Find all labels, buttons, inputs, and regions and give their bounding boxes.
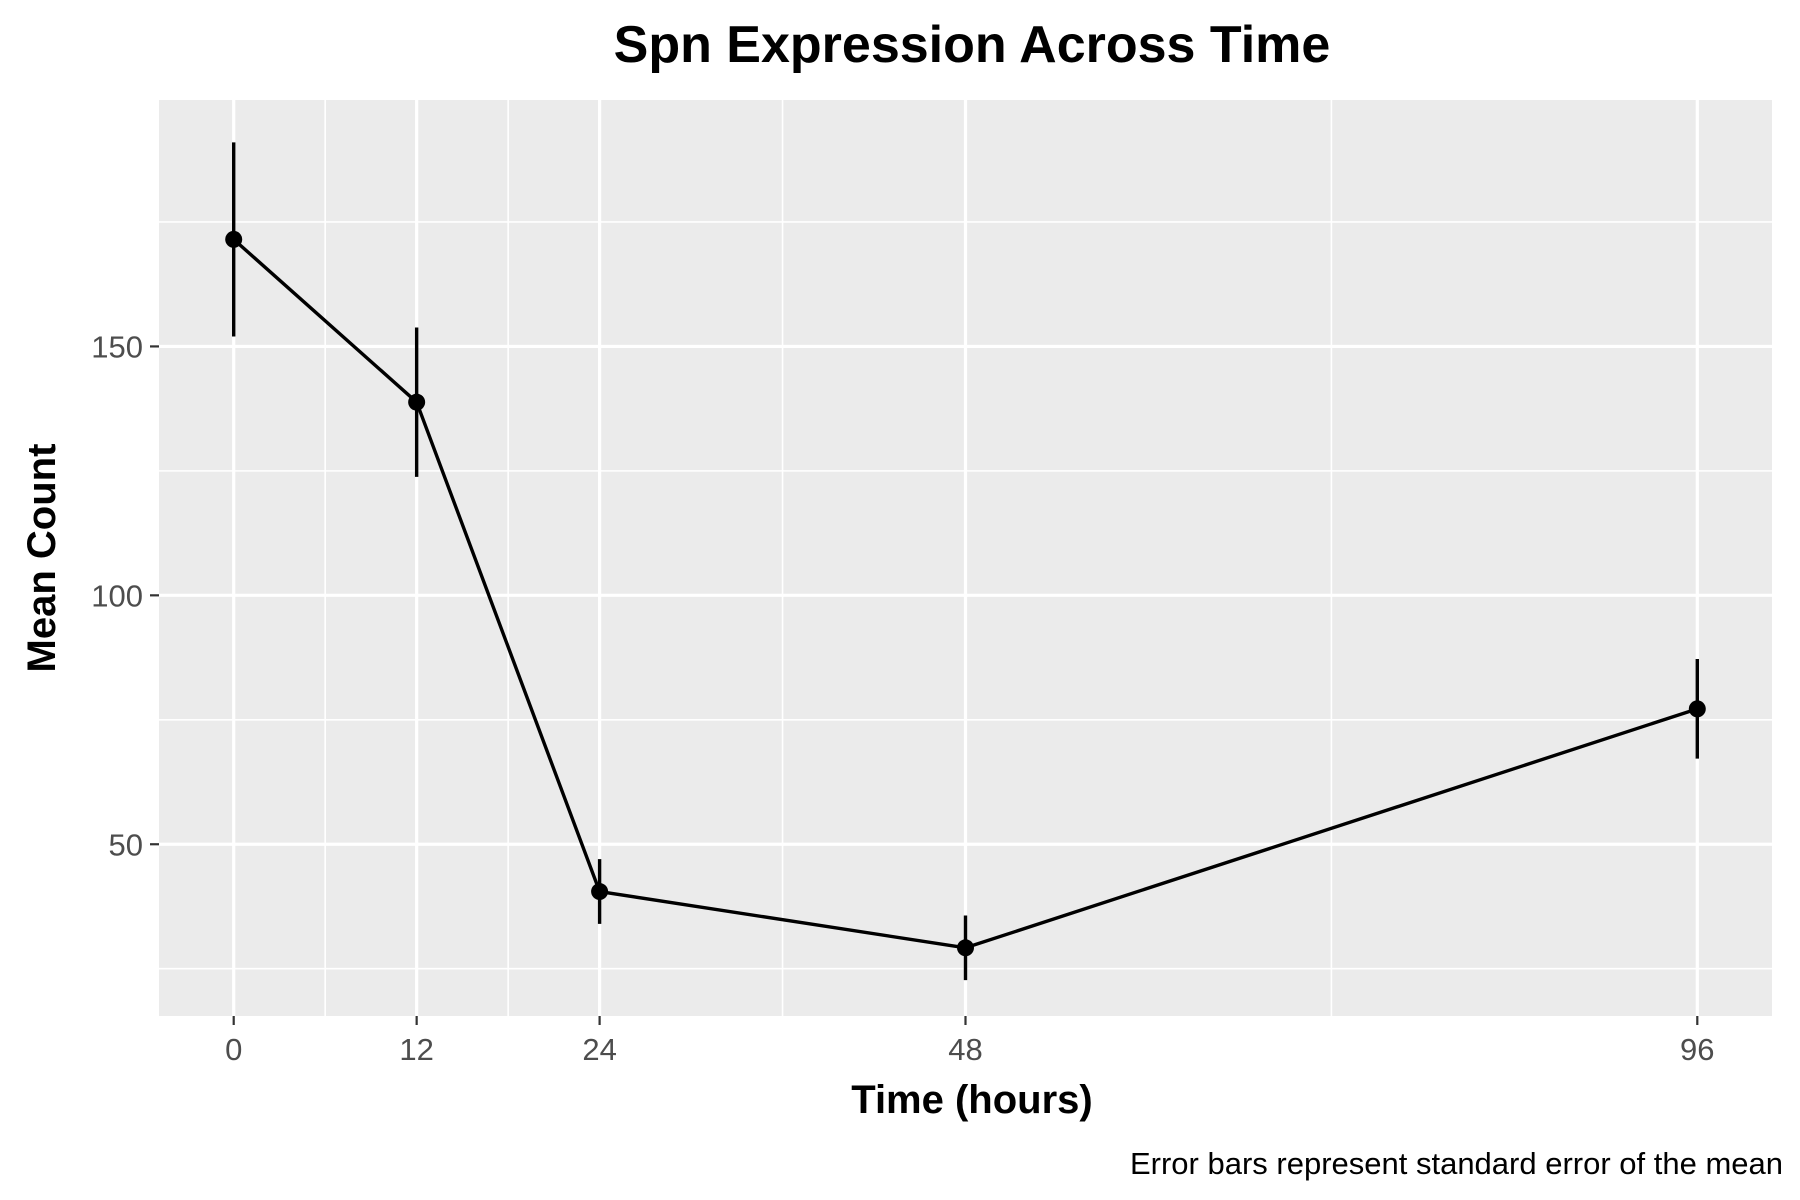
data-point xyxy=(225,230,243,248)
y-tick-label: 100 xyxy=(91,578,143,613)
data-point xyxy=(1688,700,1706,718)
data-point xyxy=(408,393,426,411)
chart-caption: Error bars represent standard error of t… xyxy=(1130,1146,1783,1181)
y-axis-title: Mean Count xyxy=(20,444,64,673)
y-tick-label: 50 xyxy=(109,827,143,862)
y-axis: 50 100 150 xyxy=(91,329,159,862)
x-tick-label: 0 xyxy=(225,1032,242,1067)
y-tick-label: 150 xyxy=(91,329,143,364)
x-tick-label: 12 xyxy=(399,1032,433,1067)
data-point xyxy=(957,939,974,957)
x-axis-title: Time (hours) xyxy=(851,1078,1093,1122)
data-point xyxy=(591,883,609,901)
x-axis: 0 12 24 48 96 xyxy=(225,1016,1715,1067)
chart-title: Spn Expression Across Time xyxy=(614,16,1331,74)
x-tick-label: 96 xyxy=(1680,1032,1714,1067)
x-tick-label: 24 xyxy=(582,1032,616,1067)
x-tick-label: 48 xyxy=(948,1032,982,1067)
data-points xyxy=(225,230,1706,957)
